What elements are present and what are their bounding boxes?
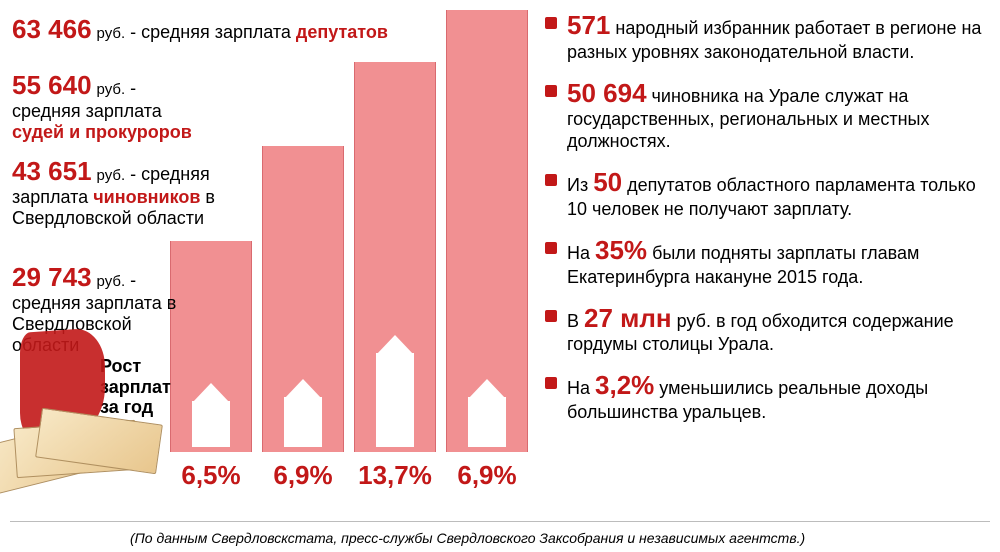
stat-highlight: депутатов bbox=[296, 22, 388, 42]
bullet-marker bbox=[545, 242, 557, 254]
fact-item: 50 694 чиновника на Урале служат на госу… bbox=[545, 78, 990, 154]
stat-unit: руб. bbox=[97, 25, 126, 42]
growth-arrow bbox=[468, 397, 506, 447]
stat-highlight: чиновников bbox=[93, 187, 200, 207]
arrow-up-icon bbox=[376, 335, 414, 355]
footer-rule bbox=[10, 521, 990, 522]
bullet-marker bbox=[545, 310, 557, 322]
fact-text: На 3,2% уменьшились реальные доходы боль… bbox=[567, 370, 990, 424]
salary-stat: 63 466 руб. - средняя зарплата депутатов bbox=[12, 14, 432, 45]
growth-percent: 6,9% bbox=[446, 460, 528, 491]
fact-text: 571 народный избранник работает в регион… bbox=[567, 10, 990, 64]
stat-value: 63 466 bbox=[12, 14, 92, 44]
facts-panel: 571 народный избранник работает в регион… bbox=[545, 10, 990, 507]
stat-text: - средняя bbox=[125, 164, 210, 184]
fact-text: 50 694 чиновника на Урале служат на госу… bbox=[567, 78, 990, 154]
fact-item: Из 50 депутатов областного парламента то… bbox=[545, 167, 990, 221]
stat-text: - bbox=[125, 270, 136, 290]
bar-slot: 6,9% bbox=[262, 146, 344, 452]
growth-caption: Рост зарплат за год bbox=[100, 356, 171, 418]
fact-number: 27 млн bbox=[584, 303, 672, 333]
fact-number: 571 bbox=[567, 10, 610, 40]
fact-number: 3,2% bbox=[595, 370, 654, 400]
stat-unit: руб. bbox=[97, 273, 126, 290]
fact-text: На 35% были подняты зарплаты главам Екат… bbox=[567, 235, 990, 289]
growth-arrow bbox=[284, 397, 322, 447]
left-panel: 6,5%6,9%13,7%6,9% 63 466 руб. - средняя … bbox=[0, 0, 530, 520]
fact-item: В 27 млн руб. в год обходится содержание… bbox=[545, 303, 990, 357]
bullet-marker bbox=[545, 377, 557, 389]
stat-value: 29 743 bbox=[12, 262, 92, 292]
fact-number: 50 bbox=[593, 167, 622, 197]
stat-text: в bbox=[200, 187, 215, 207]
arrow-up-icon bbox=[284, 379, 322, 399]
salary-stat: 55 640 руб. - средняя зарплатасудей и пр… bbox=[12, 70, 352, 143]
stat-text: средняя зарплата в bbox=[12, 293, 176, 313]
facts-list: 571 народный избранник работает в регион… bbox=[545, 10, 990, 424]
growth-caption-l1: Рост bbox=[100, 356, 171, 377]
stat-text: - средняя зарплата bbox=[125, 22, 296, 42]
fact-number: 50 694 bbox=[567, 78, 647, 108]
arrow-up-icon bbox=[192, 383, 230, 403]
infographic-page: 6,5%6,9%13,7%6,9% 63 466 руб. - средняя … bbox=[0, 0, 1000, 552]
stat-text: Свердловской области bbox=[12, 208, 204, 228]
source-line: (По данным Свердловскстата, пресс-службы… bbox=[130, 530, 1000, 546]
growth-caption-l2: зарплат bbox=[100, 377, 171, 398]
fact-item: На 3,2% уменьшились реальные доходы боль… bbox=[545, 370, 990, 424]
growth-percent: 13,7% bbox=[354, 460, 436, 491]
growth-percent: 6,9% bbox=[262, 460, 344, 491]
money-illustration bbox=[0, 410, 150, 480]
bar-slot: 6,5% bbox=[170, 241, 252, 452]
stat-highlight: судей и прокуроров bbox=[12, 122, 192, 142]
stat-text: - bbox=[125, 78, 136, 98]
stat-text: зарплата bbox=[12, 187, 93, 207]
fact-item: 571 народный избранник работает в регион… bbox=[545, 10, 990, 64]
fact-item: На 35% были подняты зарплаты главам Екат… bbox=[545, 235, 990, 289]
bullet-marker bbox=[545, 17, 557, 29]
stat-text: средняя зарплата bbox=[12, 101, 162, 121]
bullet-marker bbox=[545, 85, 557, 97]
fact-number: 35% bbox=[595, 235, 647, 265]
fact-text: Из 50 депутатов областного парламента то… bbox=[567, 167, 990, 221]
bar-slot: 13,7% bbox=[354, 62, 436, 452]
fact-rest: депутатов областного парламента только 1… bbox=[567, 175, 976, 219]
bullet-marker bbox=[545, 174, 557, 186]
fact-text: В 27 млн руб. в год обходится содержание… bbox=[567, 303, 990, 357]
growth-arrow bbox=[192, 401, 230, 447]
stat-unit: руб. bbox=[97, 167, 126, 184]
stat-value: 43 651 bbox=[12, 156, 92, 186]
salary-stat: 43 651 руб. - средняя зарплата чиновников… bbox=[12, 156, 272, 229]
bar-slot: 6,9% bbox=[446, 10, 528, 452]
growth-percent: 6,5% bbox=[170, 460, 252, 491]
stat-value: 55 640 bbox=[12, 70, 92, 100]
fact-rest: народный избранник работает в регионе на… bbox=[567, 18, 981, 62]
stat-unit: руб. bbox=[97, 81, 126, 98]
growth-arrow bbox=[376, 353, 414, 447]
arrow-up-icon bbox=[468, 379, 506, 399]
